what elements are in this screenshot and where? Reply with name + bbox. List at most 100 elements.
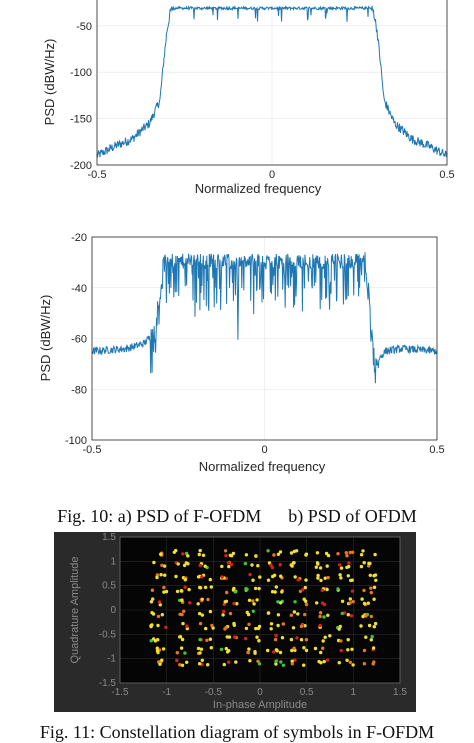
symbol-point: [274, 659, 278, 664]
symbol-point: [349, 614, 354, 618]
symbol-point: [326, 553, 331, 558]
symbol-point: [255, 598, 259, 602]
y-tick-label: -150: [70, 114, 92, 126]
symbol-point: [302, 663, 306, 667]
symbol-point: [303, 585, 307, 590]
symbol-point: [290, 659, 294, 663]
symbol-point: [227, 660, 231, 664]
symbol-point: [326, 613, 330, 617]
symbol-point: [299, 638, 304, 642]
symbol-point: [224, 646, 228, 651]
symbol-point: [360, 597, 364, 601]
symbol-point: [198, 651, 202, 655]
symbol-point: [367, 564, 371, 568]
symbol-point: [373, 552, 377, 557]
symbol-point: [325, 587, 329, 592]
symbol-point: [183, 578, 187, 582]
symbol-point: [369, 614, 373, 619]
x-tick-label: 0: [261, 444, 267, 456]
symbol-point: [315, 601, 319, 605]
symbol-point: [348, 601, 352, 605]
symbol-point: [209, 585, 213, 589]
symbol-point: [274, 633, 278, 638]
symbol-point: [179, 646, 184, 650]
symbol-point: [290, 648, 294, 653]
axes-box: [119, 536, 401, 684]
symbol-point: [180, 637, 185, 642]
symbol-point: [225, 650, 230, 654]
symbol-point: [156, 638, 160, 642]
symbol-point: [272, 650, 276, 654]
x-tick-label: 0.5: [300, 687, 314, 698]
symbol-point: [175, 589, 180, 594]
symbol-point: [185, 626, 189, 631]
symbol-point: [315, 551, 320, 555]
symbol-point: [269, 622, 274, 626]
symbol-point: [345, 658, 349, 662]
symbol-point: [359, 553, 364, 557]
symbol-point: [149, 639, 153, 643]
symbol-point: [278, 550, 283, 554]
symbol-point: [362, 588, 366, 593]
symbol-point: [256, 626, 261, 631]
symbol-point: [276, 613, 281, 617]
symbol-point: [220, 564, 224, 569]
symbol-point: [200, 613, 204, 617]
symbol-point: [319, 661, 323, 665]
symbol-point: [247, 647, 251, 651]
x-axis-label: Normalized frequency: [199, 459, 326, 474]
symbol-point: [293, 658, 297, 662]
symbol-point: [371, 662, 375, 666]
symbol-point: [372, 597, 376, 601]
symbol-point: [247, 622, 251, 626]
x-tick-label: 0.5: [429, 444, 444, 456]
axes-box: [96, 0, 448, 166]
symbol-point: [338, 624, 342, 629]
y-tick-label: 0.5: [102, 581, 116, 592]
x-axis-label: In-phase Amplitude: [213, 699, 307, 711]
symbol-point: [369, 586, 373, 590]
symbol-point: [362, 561, 366, 565]
symbol-point: [206, 663, 210, 667]
y-tick-label: 1.5: [102, 532, 116, 543]
symbol-point: [340, 611, 344, 616]
symbol-point: [162, 590, 166, 594]
figure-10-caption: Fig. 10: a) PSD of F-OFDM b) PSD of OFDM: [57, 506, 417, 526]
symbol-point: [233, 635, 237, 639]
symbol-point: [346, 613, 350, 617]
symbol-point: [160, 613, 164, 617]
symbol-point: [184, 561, 188, 565]
symbol-point: [160, 658, 164, 662]
symbol-point: [276, 623, 280, 628]
symbol-point: [366, 601, 370, 605]
symbol-point: [163, 573, 167, 577]
symbol-point: [156, 614, 161, 619]
symbol-point: [274, 648, 279, 652]
symbol-point: [321, 646, 325, 650]
symbol-point: [172, 550, 176, 554]
x-tick-label: -0.5: [88, 169, 107, 181]
symbol-point: [292, 610, 297, 614]
psd-line: [96, 5, 447, 158]
symbol-point: [319, 578, 323, 583]
x-ticks: -1.5 -1 -0.5 0 0.5 1 1.5: [111, 687, 407, 698]
x-tick-label: -0.5: [205, 687, 223, 698]
x-tick-label: -0.5: [83, 444, 102, 456]
symbol-point: [350, 647, 354, 651]
symbol-point: [200, 597, 204, 601]
symbol-point: [160, 563, 164, 567]
symbol-point: [336, 587, 340, 591]
symbol-point: [155, 573, 159, 577]
symbol-point: [293, 600, 297, 604]
symbol-point: [304, 602, 309, 607]
symbol-point: [266, 549, 270, 553]
symbol-point: [364, 614, 368, 618]
symbol-point: [274, 662, 278, 666]
symbol-point: [351, 550, 355, 554]
x-tick-label: 1.5: [393, 687, 407, 698]
x-ticks: -0.5 0 0.5: [83, 444, 445, 456]
symbol-point: [243, 561, 248, 566]
symbol-point: [198, 548, 202, 553]
symbol-point: [290, 564, 294, 568]
symbol-point: [369, 590, 373, 595]
